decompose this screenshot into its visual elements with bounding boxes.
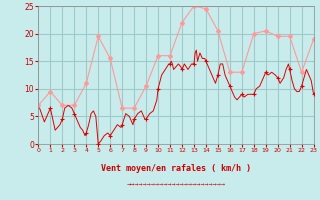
X-axis label: Vent moyen/en rafales ( km/h ): Vent moyen/en rafales ( km/h ) [101, 164, 251, 173]
Text: →→→→→→→→→→→→→→→→→→→→→→→→: →→→→→→→→→→→→→→→→→→→→→→→→ [126, 183, 226, 188]
